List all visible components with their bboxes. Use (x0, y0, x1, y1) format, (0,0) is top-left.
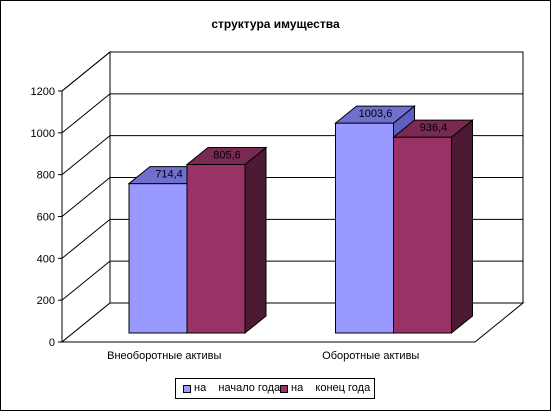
chart-title: структура имущества (211, 17, 340, 31)
legend-swatch-end (280, 385, 288, 393)
y-tick-label: 400 (37, 253, 55, 265)
bar-front (128, 183, 188, 334)
legend-label-end: на конец года (291, 382, 371, 394)
legend-swatch-start (183, 385, 191, 393)
bar-front (186, 163, 246, 334)
bar-top (392, 119, 474, 138)
data-labels: 714,4 805,6 1003,6 936,4 (155, 108, 447, 180)
y-tick-label: 1200 (31, 86, 55, 98)
y-tick-label: 800 (37, 170, 55, 182)
legend: на начало года на конец года (175, 378, 375, 399)
y-tick-label: 200 (37, 295, 55, 307)
gridline (61, 93, 523, 134)
y-tick-label: 600 (37, 212, 55, 224)
bar-front (393, 136, 452, 334)
x-tick-label: Внеоборотные активы (107, 350, 221, 362)
y-tick-label: 0 (49, 337, 55, 349)
bar-side (244, 146, 267, 335)
x-axis: Внеоборотные активы Оборотные активы (62, 341, 475, 362)
y-axis: 0 200 400 600 800 1000 1200 (31, 86, 63, 349)
data-label: 805,6 (213, 149, 241, 161)
y-tick-label: 1000 (31, 128, 55, 140)
data-label: 1003,6 (359, 108, 393, 120)
gridline (61, 51, 523, 92)
bar-side (451, 119, 473, 335)
bar-top (334, 105, 416, 124)
x-tick-label: Оборотные активы (322, 350, 419, 362)
legend-label-start: на начало года (194, 382, 281, 394)
data-label: 936,4 (420, 122, 448, 134)
bars (127, 105, 474, 335)
bar-top (185, 146, 268, 165)
bar-front (335, 122, 394, 334)
data-label: 714,4 (155, 169, 183, 181)
